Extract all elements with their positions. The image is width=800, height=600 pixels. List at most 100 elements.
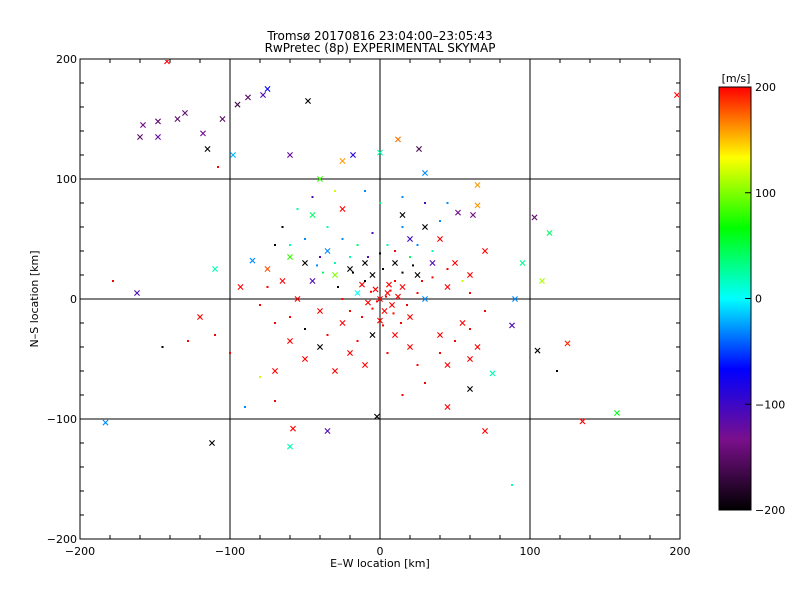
data-point-dot bbox=[385, 295, 387, 298]
colorbar-ticks: 200 100 0 −100 −200 bbox=[745, 81, 785, 517]
data-point-dot bbox=[274, 244, 276, 246]
data-point-dot bbox=[394, 280, 396, 282]
y-tick-label: −200 bbox=[47, 533, 77, 546]
data-point-cross bbox=[482, 428, 488, 434]
data-point-cross bbox=[455, 209, 461, 216]
data-point-cross bbox=[407, 314, 413, 320]
x-tick-label: 100 bbox=[520, 545, 541, 558]
data-point-dot bbox=[424, 202, 426, 204]
data-point-dot bbox=[379, 252, 381, 255]
data-point-dot bbox=[259, 304, 261, 306]
data-point-dot bbox=[446, 268, 449, 270]
data-point-dot bbox=[469, 292, 471, 294]
data-point-dot bbox=[311, 196, 314, 198]
data-point-cross bbox=[134, 290, 140, 296]
data-point-dot bbox=[382, 324, 384, 327]
data-point-dot bbox=[341, 298, 344, 300]
data-point-cross bbox=[531, 214, 538, 221]
data-point-cross bbox=[279, 278, 286, 284]
data-point-cross bbox=[444, 284, 451, 290]
data-point-cross bbox=[264, 86, 271, 92]
data-point-cross bbox=[467, 386, 473, 392]
colorbar-label: [m/s] bbox=[722, 72, 751, 85]
data-point-dot bbox=[334, 190, 336, 192]
data-point-cross bbox=[489, 370, 496, 377]
data-point-cross bbox=[294, 296, 301, 302]
data-point-dot bbox=[281, 226, 284, 228]
data-point-dot bbox=[386, 244, 389, 246]
x-axis-label: E–W location [km] bbox=[330, 557, 430, 570]
data-point-cross bbox=[437, 332, 443, 338]
data-point-cross bbox=[290, 425, 296, 432]
y-axis-label: N–S location [km] bbox=[28, 250, 41, 347]
data-point-dot bbox=[439, 220, 441, 222]
data-point-cross bbox=[452, 260, 458, 266]
data-point-dot bbox=[446, 202, 449, 204]
data-point-cross bbox=[512, 296, 518, 302]
data-point-dot bbox=[401, 226, 404, 228]
data-point-cross bbox=[287, 443, 293, 450]
data-point-dot bbox=[334, 262, 336, 264]
data-point-cross bbox=[374, 413, 380, 420]
data-point-dot bbox=[341, 238, 344, 240]
data-point-cross bbox=[155, 118, 161, 125]
data-point-cross bbox=[305, 98, 311, 104]
data-point-cross bbox=[347, 350, 353, 356]
data-point-cross bbox=[414, 272, 421, 278]
data-point-cross bbox=[164, 60, 170, 65]
data-point-dot bbox=[214, 334, 216, 336]
data-point-cross bbox=[200, 130, 206, 137]
data-point-dot bbox=[304, 238, 306, 240]
x-tick-label: −100 bbox=[215, 545, 245, 558]
data-point-cross bbox=[474, 344, 481, 350]
data-point-cross bbox=[467, 272, 473, 278]
data-point-cross bbox=[102, 419, 109, 426]
data-point-dot bbox=[274, 322, 276, 324]
data-point-cross bbox=[219, 116, 226, 122]
data-point-cross bbox=[482, 248, 488, 254]
data-point-cross bbox=[369, 332, 376, 338]
data-point-cross bbox=[579, 418, 586, 425]
data-point-cross bbox=[365, 299, 371, 306]
data-point-dot bbox=[389, 289, 392, 292]
data-point-dot bbox=[431, 250, 434, 252]
data-point-cross bbox=[309, 278, 316, 284]
data-point-dot bbox=[370, 290, 372, 293]
data-point-cross bbox=[362, 260, 368, 266]
data-point-cross bbox=[182, 110, 188, 116]
data-point-cross bbox=[309, 212, 316, 218]
data-point-dot bbox=[352, 271, 354, 274]
data-point-dot bbox=[379, 202, 381, 204]
colorbar-tick-label: −200 bbox=[755, 504, 785, 517]
data-point-cross bbox=[399, 212, 406, 218]
data-point-cross bbox=[407, 344, 413, 350]
data-point-cross bbox=[422, 170, 428, 176]
data-point-dot bbox=[401, 271, 404, 274]
data-point-cross bbox=[362, 362, 368, 368]
data-point-dot bbox=[416, 364, 419, 366]
data-point-cross bbox=[317, 344, 323, 350]
data-point-cross bbox=[422, 296, 428, 302]
data-point-cross bbox=[386, 281, 392, 288]
data-point-dot bbox=[556, 370, 558, 372]
data-point-cross bbox=[204, 146, 211, 152]
data-point-cross bbox=[474, 182, 481, 188]
y-tick-labels: 200 100 0 −100 −200 bbox=[47, 53, 77, 546]
chart-title: Tromsø 20170816 23:04:00–23:05:43 bbox=[266, 29, 492, 43]
data-point-dot bbox=[319, 256, 321, 258]
x-tick-label: 0 bbox=[377, 545, 384, 558]
data-point-dot bbox=[454, 340, 456, 342]
data-point-cross bbox=[474, 202, 481, 209]
data-point-dot bbox=[394, 250, 396, 252]
data-point-cross bbox=[546, 230, 553, 236]
data-point-dot bbox=[511, 484, 513, 486]
data-point-dot bbox=[401, 394, 404, 396]
data-point-cross bbox=[392, 332, 398, 338]
data-point-dot bbox=[337, 286, 339, 288]
data-point-cross bbox=[470, 212, 476, 218]
data-point-cross bbox=[377, 317, 383, 324]
data-point-cross bbox=[459, 320, 466, 326]
data-point-cross bbox=[377, 296, 383, 302]
chart-subtitle: RwPretec (8p) EXPERIMENTAL SKYMAP bbox=[265, 41, 496, 55]
data-point-dot bbox=[274, 400, 276, 402]
